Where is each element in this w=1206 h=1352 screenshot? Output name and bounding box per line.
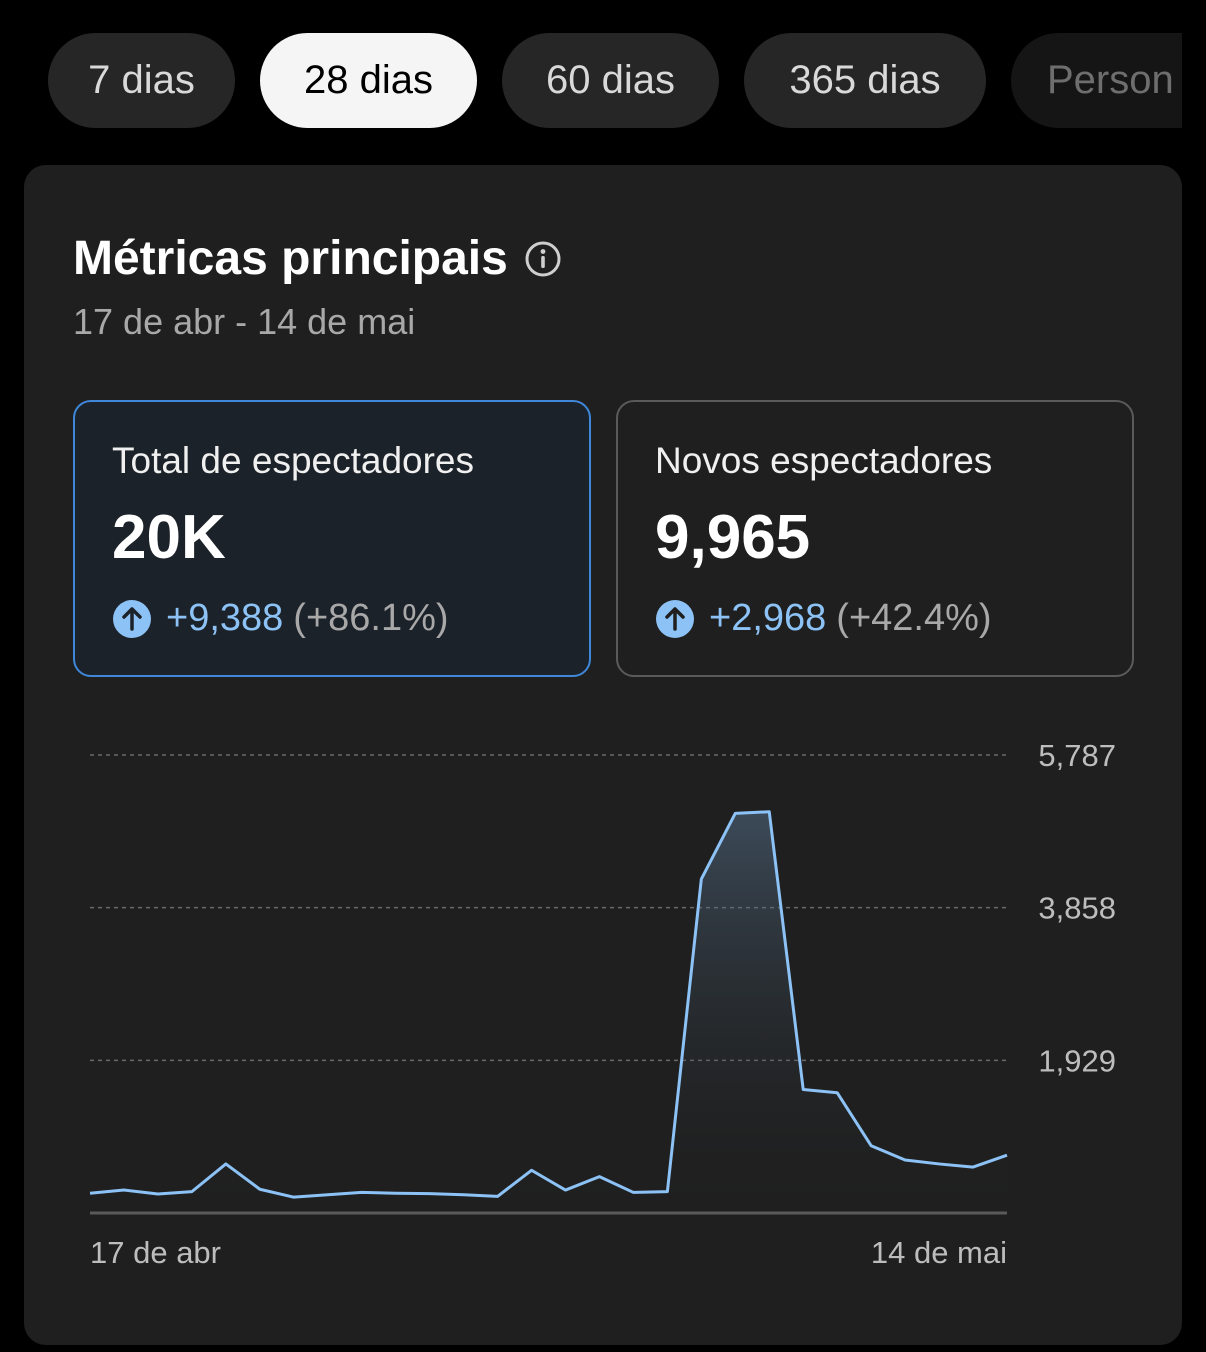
delta-percent: (+86.1%) — [293, 597, 449, 639]
y-tick-label: 3,858 — [1038, 891, 1116, 926]
key-metrics-card: Métricas principais 17 de abr - 14 de ma… — [24, 165, 1182, 1345]
series-line — [89, 810, 1008, 1199]
viewers-line-chart: 5,787 3,858 1,929 17 de abr 14 de mai — [89, 738, 1116, 1270]
metric-card-total-viewers[interactable]: Total de espectadores 20K +9,388 (+86.1%… — [73, 400, 591, 677]
delta-absolute: +9,388 — [166, 597, 284, 639]
metric-value: 20K — [112, 503, 226, 572]
date-range-tabs: 7 dias 28 dias 60 dias 365 dias Person — [48, 33, 1182, 128]
delta-percent: (+42.4%) — [836, 597, 992, 639]
y-tick-label: 5,787 — [1038, 738, 1116, 773]
y-tick-label: 1,929 — [1038, 1043, 1116, 1078]
date-range-label: 17 de abr - 14 de mai — [73, 301, 416, 342]
tab-60-days[interactable]: 60 dias — [502, 33, 719, 128]
card-header: Métricas principais — [73, 231, 562, 286]
tab-7-days[interactable]: 7 dias — [48, 33, 235, 128]
metric-delta: +2,968 (+42.4%) — [655, 597, 992, 640]
metric-value: 9,965 — [655, 503, 811, 572]
arrow-up-icon — [656, 599, 694, 638]
arrow-up-icon — [113, 599, 151, 638]
tab-28-days[interactable]: 28 dias — [260, 33, 477, 128]
metric-label: Novos espectadores — [655, 440, 993, 481]
x-tick-label: 14 de mai — [871, 1235, 1007, 1270]
card-title: Métricas principais — [73, 232, 508, 285]
metric-label: Total de espectadores — [112, 440, 475, 481]
tab-365-days[interactable]: 365 dias — [744, 33, 986, 128]
info-circle-icon[interactable] — [524, 240, 562, 278]
series-area — [90, 811, 1007, 1213]
tab-custom[interactable]: Person — [1011, 33, 1182, 128]
x-tick-label: 17 de abr — [90, 1235, 221, 1270]
metric-delta: +9,388 (+86.1%) — [112, 597, 449, 640]
delta-absolute: +2,968 — [709, 597, 827, 639]
metric-card-new-viewers[interactable]: Novos espectadores 9,965 +2,968 (+42.4%) — [616, 400, 1134, 677]
